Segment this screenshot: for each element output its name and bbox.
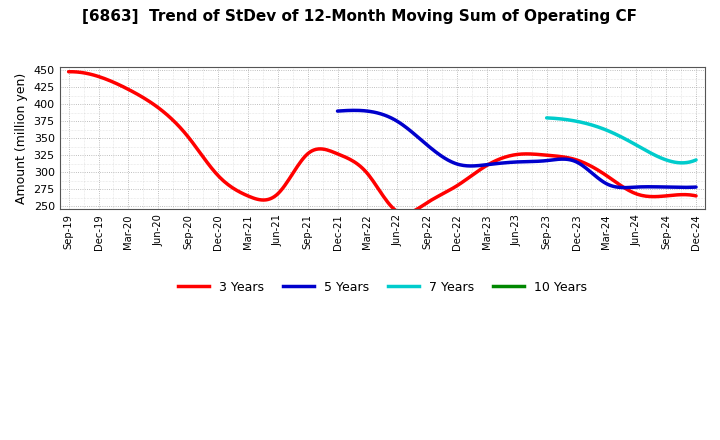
Line: 7 Years: 7 Years bbox=[546, 118, 696, 163]
Text: [6863]  Trend of StDev of 12-Month Moving Sum of Operating CF: [6863] Trend of StDev of 12-Month Moving… bbox=[83, 9, 637, 24]
3 Years bbox=[637, 193, 646, 198]
3 Years bbox=[68, 69, 77, 74]
3 Years bbox=[442, 189, 451, 194]
7 Years bbox=[678, 160, 686, 165]
7 Years bbox=[631, 142, 639, 147]
3 Years bbox=[440, 191, 449, 196]
5 Years bbox=[334, 108, 343, 114]
7 Years bbox=[678, 160, 687, 165]
5 Years bbox=[638, 184, 647, 190]
7 Years bbox=[543, 115, 552, 121]
Line: 3 Years: 3 Years bbox=[68, 72, 696, 213]
3 Years bbox=[598, 170, 606, 175]
7 Years bbox=[542, 115, 551, 121]
3 Years bbox=[400, 211, 409, 216]
Legend: 3 Years, 5 Years, 7 Years, 10 Years: 3 Years, 5 Years, 7 Years, 10 Years bbox=[173, 275, 592, 298]
5 Years bbox=[554, 157, 562, 162]
5 Years bbox=[546, 158, 555, 163]
5 Years bbox=[660, 184, 669, 190]
7 Years bbox=[631, 142, 640, 147]
7 Years bbox=[692, 157, 701, 162]
5 Years bbox=[548, 158, 557, 163]
Line: 5 Years: 5 Years bbox=[338, 110, 696, 187]
5 Years bbox=[620, 185, 629, 190]
3 Years bbox=[66, 69, 75, 74]
3 Years bbox=[64, 69, 73, 74]
5 Years bbox=[333, 108, 342, 114]
3 Years bbox=[692, 193, 701, 198]
3 Years bbox=[452, 183, 461, 188]
7 Years bbox=[668, 159, 677, 165]
5 Years bbox=[350, 108, 359, 113]
Y-axis label: Amount (million yen): Amount (million yen) bbox=[15, 73, 28, 204]
7 Years bbox=[634, 143, 642, 149]
5 Years bbox=[692, 184, 701, 190]
